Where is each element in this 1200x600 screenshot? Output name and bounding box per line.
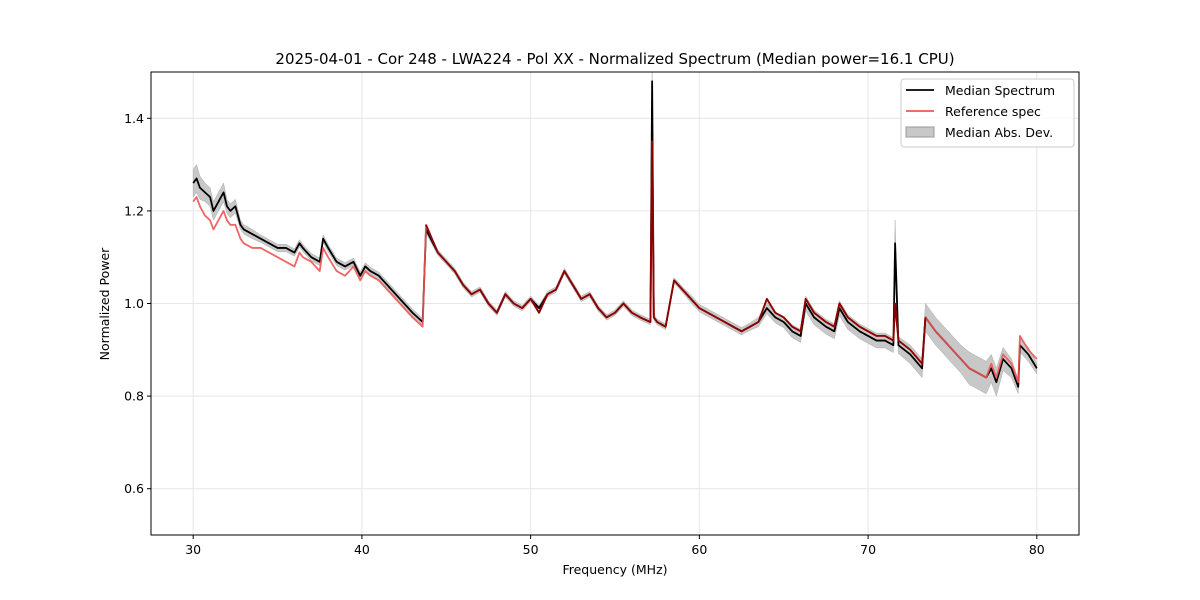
x-axis-ticks: 30 40 50 60 70 80 [185, 535, 1045, 557]
x-tick-label: 60 [691, 542, 707, 557]
legend-box [900, 78, 1075, 148]
y-tick-label: 1.4 [124, 111, 144, 126]
y-axis-ticks: 0.6 0.8 1.0 1.2 1.4 [124, 111, 151, 496]
x-tick-label: 70 [860, 542, 876, 557]
legend-label-reference-spec: Reference spec [945, 104, 1041, 119]
overlap-spectrum-line [425, 140, 927, 365]
legend-swatch-median-abs-dev [905, 126, 935, 138]
x-tick-label: 80 [1029, 542, 1045, 557]
x-tick-label: 50 [523, 542, 539, 557]
y-tick-label: 1.2 [124, 203, 144, 218]
legend-label-median-spectrum: Median Spectrum [945, 83, 1055, 98]
chart-title: 2025-04-01 - Cor 248 - LWA224 - Pol XX -… [275, 50, 954, 68]
y-tick-label: 1.0 [124, 296, 144, 311]
legend: Median Spectrum Reference spec Median Ab… [900, 78, 1075, 148]
y-axis-label: Normalized Power [97, 247, 112, 361]
y-tick-label: 0.8 [124, 389, 144, 404]
x-tick-label: 40 [354, 542, 370, 557]
y-tick-label: 0.6 [124, 481, 144, 496]
median-abs-dev-band [192, 72, 1038, 397]
x-axis-label: Frequency (MHz) [562, 562, 667, 577]
plot-area [192, 72, 1038, 397]
legend-label-median-abs-dev: Median Abs. Dev. [945, 125, 1053, 140]
x-tick-label: 30 [185, 542, 201, 557]
